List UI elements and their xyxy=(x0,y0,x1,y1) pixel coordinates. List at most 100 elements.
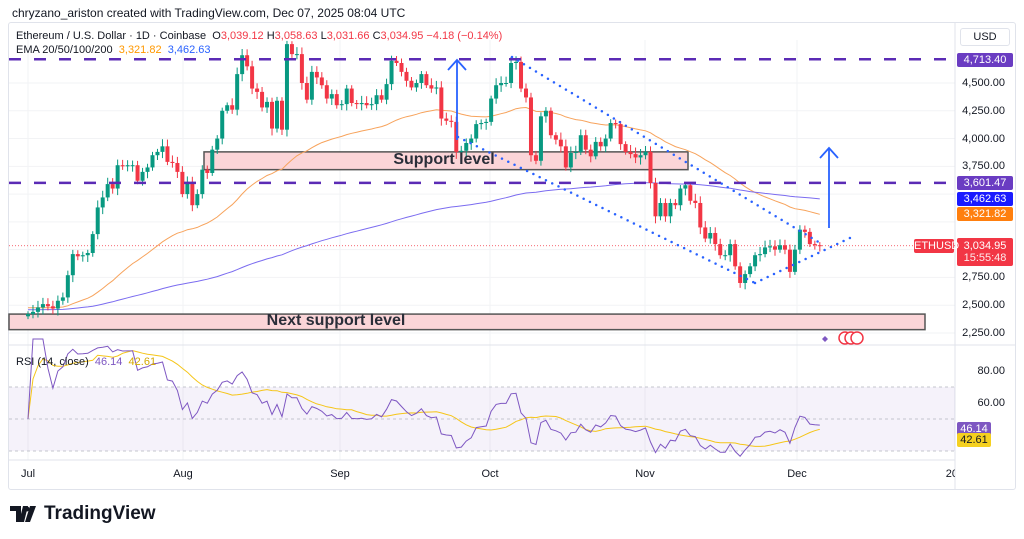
candle-up xyxy=(753,255,758,267)
candle-up xyxy=(658,202,663,217)
candle-up xyxy=(474,124,479,139)
low-value: 3,031.66 xyxy=(326,30,370,42)
change-value: −4.18 (−0.14%) xyxy=(426,30,503,42)
candle-down xyxy=(787,249,792,272)
candle-down xyxy=(270,101,275,129)
symbol-name[interactable]: Ethereum / U.S. Dollar · 1D · Coinbase xyxy=(16,30,207,42)
chart-frame xyxy=(8,22,1016,490)
candle-down xyxy=(190,181,195,206)
candle-down xyxy=(170,161,175,163)
candle-down xyxy=(289,44,294,55)
candle-up xyxy=(608,122,613,139)
candle-up xyxy=(195,194,200,206)
candle-up xyxy=(155,151,160,156)
candle-up xyxy=(389,60,394,85)
close-value: 3,034.95 xyxy=(380,30,424,42)
candle-down xyxy=(304,83,309,100)
candle-up xyxy=(55,300,60,309)
event-star-icon xyxy=(822,336,828,342)
candle-down xyxy=(45,304,50,307)
ema50-value: 3,321.82 xyxy=(118,44,162,56)
candle-down xyxy=(165,146,170,162)
candle-up xyxy=(683,185,688,189)
candle-up xyxy=(80,255,85,257)
candle-up xyxy=(668,202,673,217)
candle-up xyxy=(140,171,145,181)
candle-down xyxy=(429,85,434,89)
candle-down xyxy=(548,110,553,136)
tradingview-logo[interactable]: TradingView xyxy=(10,503,156,525)
candle-down xyxy=(588,149,593,157)
candle-down xyxy=(175,162,180,172)
candle-down xyxy=(444,118,449,121)
candle-down xyxy=(404,71,409,81)
candle-up xyxy=(464,142,469,151)
candle-down xyxy=(180,171,185,195)
candle-down xyxy=(628,151,633,155)
candle-up xyxy=(284,44,289,130)
rsi-value: 46.14 xyxy=(94,356,123,368)
candle-down xyxy=(120,165,125,167)
credit-text: chryzano_ariston created with TradingVie… xyxy=(12,6,406,20)
candle-up xyxy=(603,138,608,147)
ema200-badge: 3,462.63 xyxy=(957,192,1013,206)
candle-up xyxy=(499,83,504,86)
tradingview-logo-icon xyxy=(10,506,36,522)
candle-up xyxy=(130,165,135,167)
rsi-label: RSI (14, close) xyxy=(16,356,89,368)
candle-up xyxy=(90,234,95,253)
candle-down xyxy=(379,95,384,100)
candle-down xyxy=(519,61,524,89)
candle-down xyxy=(598,141,603,147)
candle-down xyxy=(648,151,653,183)
candle-up xyxy=(294,54,299,56)
price-tick-label: 2,250.00 xyxy=(962,326,1005,339)
candle-up xyxy=(743,274,748,283)
low-label: L xyxy=(320,30,327,42)
high-value: 3,058.63 xyxy=(274,30,318,42)
rsi-legend[interactable]: RSI (14, close) 46.14 42.61 xyxy=(16,356,156,368)
candle-up xyxy=(235,74,240,110)
candle-up xyxy=(40,304,45,308)
candle-up xyxy=(275,100,279,129)
rsi-line xyxy=(27,338,820,457)
candle-down xyxy=(718,244,723,256)
currency-button[interactable]: USD xyxy=(960,28,1010,46)
open-label: O xyxy=(212,30,221,42)
candle-down xyxy=(409,80,414,88)
rsi-ma-badge: 42.61 xyxy=(957,433,991,447)
candle-down xyxy=(817,245,822,247)
candle-up xyxy=(489,98,494,122)
candle-down xyxy=(563,146,568,168)
next-support-zone xyxy=(8,313,926,331)
candle-down xyxy=(424,74,429,86)
candle-down xyxy=(782,245,787,250)
ema50-line xyxy=(27,106,820,309)
candle-up xyxy=(578,135,583,152)
candle-down xyxy=(713,232,718,245)
ema-label: EMA 20/50/100/200 xyxy=(16,44,113,56)
trend-line xyxy=(753,236,852,285)
candle-down xyxy=(449,120,454,122)
candle-up xyxy=(543,110,548,117)
arrow-head-icon xyxy=(447,58,467,71)
candle-down xyxy=(703,227,708,239)
price-tick-label: 4,500.00 xyxy=(962,77,1005,89)
arrow-head-icon xyxy=(819,146,839,159)
candle-up xyxy=(60,297,65,301)
logo-text: TradingView xyxy=(44,503,156,524)
candle-down xyxy=(255,88,260,92)
candle-up xyxy=(728,244,733,256)
candle-up xyxy=(504,83,509,84)
economic-event-icon xyxy=(850,331,864,345)
ema-legend[interactable]: EMA 20/50/100/200 3,321.82 3,462.63 xyxy=(16,44,211,56)
candle-up xyxy=(30,311,35,315)
candle-up xyxy=(344,88,349,105)
price-axis[interactable]: 4,500.00 4,250.00 4,000.00 3,750.00 2,750.00… xyxy=(955,0,1015,539)
price-tick-label: 2,750.00 xyxy=(962,271,1005,284)
candle-down xyxy=(349,88,354,103)
candle-up xyxy=(792,249,797,272)
support-line-badge: 3,601.47 xyxy=(957,176,1013,190)
candle-up xyxy=(514,61,519,64)
